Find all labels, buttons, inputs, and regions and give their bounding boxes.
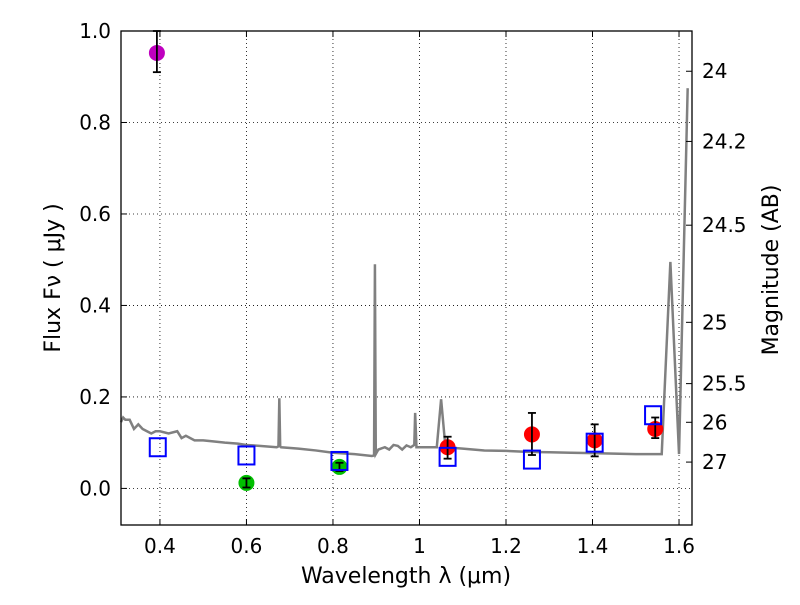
model-photometry-marker xyxy=(148,437,167,458)
right-tick-label: 25.5 xyxy=(702,372,747,396)
model-photometry-marker xyxy=(585,432,604,453)
right-tick-label: 26 xyxy=(702,410,727,434)
y-axis-label: Flux Fν ( μJy ) xyxy=(41,203,66,352)
y-tick-label: 0.0 xyxy=(79,476,111,500)
model-photometry-marker xyxy=(522,449,541,470)
y-tick-label: 0.4 xyxy=(79,293,111,317)
x-tick-label: 1.2 xyxy=(490,534,522,558)
right-tick-label: 25 xyxy=(702,310,727,334)
grid xyxy=(121,30,692,525)
model-photometry-marker xyxy=(237,445,256,466)
ticks: 0.4 0.6 0.8 1 1.2 1.4 1.6 0.0 0.2 0.4 0.6 0.8 1.0 24 2… xyxy=(79,19,746,558)
x-tick-label: 0.6 xyxy=(231,534,263,558)
x-tick-label: 1.4 xyxy=(577,534,609,558)
y-tick-label: 1.0 xyxy=(79,19,111,43)
x-tick-label: 0.4 xyxy=(144,534,176,558)
x-tick-label: 1.6 xyxy=(663,534,695,558)
x-axis-label: Wavelength λ (μm) xyxy=(301,564,511,589)
right-tick-label: 24 xyxy=(702,59,727,83)
points-layer xyxy=(148,30,664,491)
y-tick-label: 0.6 xyxy=(79,202,111,226)
spectrum-layer xyxy=(119,88,689,459)
model-photometry-marker xyxy=(438,446,457,467)
right-axis-label: Magnitude (AB) xyxy=(759,185,784,356)
model-photometry-marker xyxy=(330,450,349,471)
right-tick-label: 24.2 xyxy=(702,129,747,153)
y-tick-label: 0.8 xyxy=(79,110,111,134)
x-tick-label: 0.8 xyxy=(317,534,349,558)
plot-frame xyxy=(120,30,693,526)
y-tick-label: 0.2 xyxy=(79,385,111,409)
spectrum-line xyxy=(119,88,689,459)
x-tick-label: 1 xyxy=(413,534,426,558)
right-tick-label: 27 xyxy=(702,450,727,474)
right-tick-label: 24.5 xyxy=(702,213,747,237)
model-photometry-marker xyxy=(644,405,663,426)
